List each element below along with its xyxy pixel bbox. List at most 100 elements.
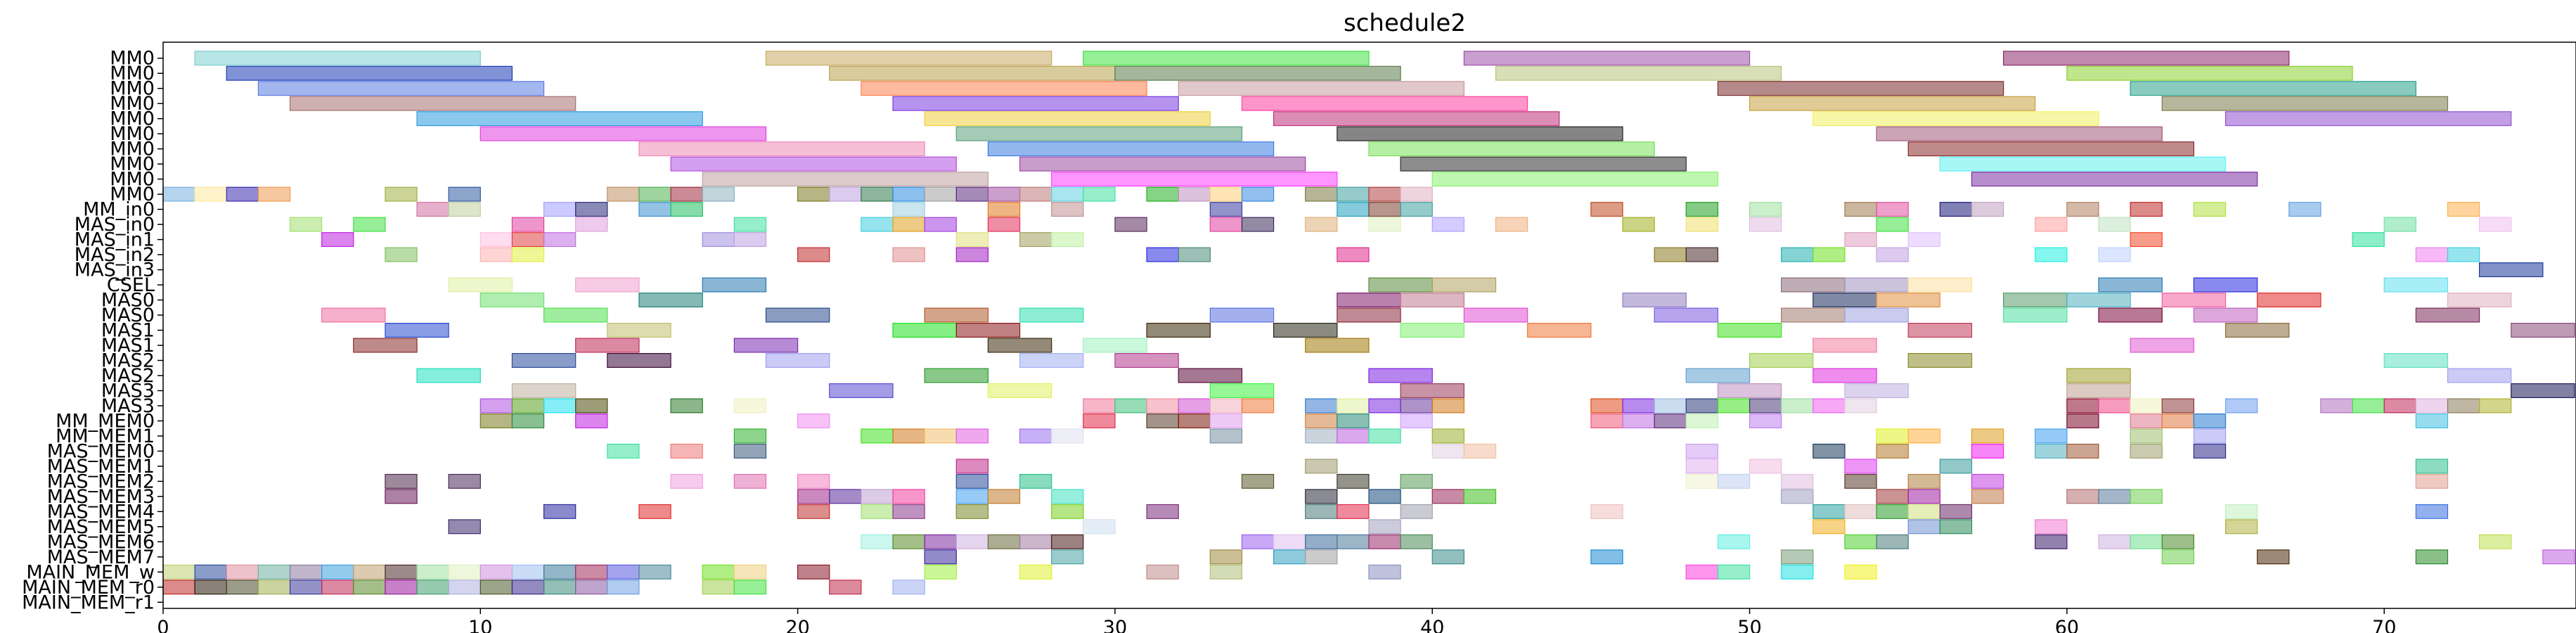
- task-bar: [1907, 489, 1940, 504]
- task-bar: [2098, 307, 2163, 323]
- task-bar: [2447, 202, 2480, 217]
- y-tick-label: MM0: [110, 184, 155, 205]
- task-bar: [1749, 217, 1782, 232]
- y-tick-label: MAS_MEM0: [47, 440, 155, 462]
- task-bar: [1209, 186, 1243, 202]
- y-tick-label: MAS2: [101, 350, 155, 371]
- task-bar: [1876, 489, 1909, 504]
- task-bar: [861, 504, 894, 519]
- task-bar: [1844, 277, 1909, 293]
- task-bar: [797, 489, 830, 504]
- task-bar: [1083, 413, 1116, 428]
- task-bar: [575, 398, 608, 414]
- task-bar: [2130, 489, 2163, 504]
- task-bar: [1431, 398, 1464, 414]
- x-tick-label: 30: [1103, 617, 1127, 633]
- task-bar: [1400, 398, 1433, 414]
- task-bar: [2447, 247, 2480, 262]
- task-bar: [733, 473, 767, 489]
- task-bar: [2130, 81, 2416, 96]
- task-bar: [1749, 398, 1782, 414]
- task-bar: [1051, 534, 1084, 549]
- task-bar: [924, 307, 989, 323]
- task-bar: [638, 504, 671, 519]
- task-bar: [1876, 202, 1909, 217]
- task-bar: [385, 489, 418, 504]
- task-bar: [543, 564, 577, 580]
- task-bar: [289, 580, 323, 595]
- task-bar: [479, 293, 545, 308]
- task-bar: [1812, 338, 1877, 353]
- task-bar: [511, 247, 545, 262]
- task-bar: [543, 504, 577, 519]
- task-bar: [511, 232, 545, 248]
- task-bar: [1431, 489, 1464, 504]
- y-tick-label: MAIN_MEM_r1: [22, 592, 155, 613]
- task-bar: [1368, 564, 1401, 580]
- task-bar: [892, 186, 925, 202]
- task-bar: [289, 96, 577, 111]
- task-bar: [987, 141, 1275, 157]
- x-tick-label: 0: [157, 617, 169, 633]
- task-bar: [892, 96, 1179, 111]
- task-bar: [2193, 443, 2227, 459]
- x-tick-label: 40: [1420, 617, 1444, 633]
- task-bar: [1368, 428, 1401, 444]
- task-bar: [1368, 202, 1401, 217]
- task-bar: [829, 580, 862, 595]
- task-bar: [2511, 383, 2575, 398]
- task-bar: [1146, 564, 1179, 580]
- y-tick-label: MAS_in1: [75, 229, 155, 251]
- task-bar: [1844, 398, 1877, 414]
- task-bar: [289, 217, 323, 232]
- task-bar: [2035, 247, 2068, 262]
- task-bar: [2035, 217, 2068, 232]
- task-bar: [2035, 519, 2068, 535]
- task-bar: [1400, 504, 1433, 519]
- task-bar: [2224, 323, 2290, 338]
- task-bar: [194, 186, 227, 202]
- task-bar: [1844, 383, 1909, 398]
- task-bar: [194, 580, 227, 595]
- task-bar: [575, 277, 640, 293]
- task-bar: [2161, 293, 2227, 308]
- task-bar: [2035, 443, 2068, 459]
- task-bar: [955, 247, 989, 262]
- task-bar: [543, 398, 577, 414]
- task-bar: [1907, 519, 1940, 535]
- task-bar: [1749, 96, 2036, 111]
- task-bar: [1844, 232, 1877, 248]
- task-bar: [1939, 202, 1973, 217]
- task-bar: [2479, 262, 2544, 278]
- y-tick-label: MM0: [110, 153, 155, 175]
- y-tick-label: MM0: [110, 108, 155, 130]
- task-bar: [2447, 368, 2512, 383]
- task-bar: [1209, 217, 1243, 232]
- task-bar: [2161, 549, 2195, 565]
- task-bar: [892, 202, 925, 217]
- task-bar: [892, 428, 925, 444]
- y-tick-label: MM0: [110, 78, 155, 100]
- task-bar: [2098, 277, 2163, 293]
- task-bar: [2479, 217, 2512, 232]
- task-bar: [1971, 202, 2004, 217]
- task-bar: [1971, 473, 2004, 489]
- task-bar: [670, 156, 957, 172]
- task-bar: [1717, 473, 1751, 489]
- task-bar: [955, 489, 989, 504]
- task-bar: [2130, 338, 2195, 353]
- task-bar: [1337, 398, 1370, 414]
- task-bar: [892, 323, 957, 338]
- task-bar: [924, 111, 1211, 127]
- y-tick-label: MAIN_MEM_r0: [22, 577, 155, 599]
- task-bar: [1527, 323, 1592, 338]
- task-bar: [353, 217, 386, 232]
- task-bar: [1590, 549, 1623, 565]
- task-bar: [1400, 413, 1433, 428]
- task-bar: [1337, 428, 1370, 444]
- task-bar: [575, 202, 608, 217]
- y-tick-label: MAS_in0: [75, 214, 155, 236]
- x-tick-label: 20: [785, 617, 809, 633]
- task-bar: [2352, 232, 2385, 248]
- task-bar: [1083, 51, 1370, 66]
